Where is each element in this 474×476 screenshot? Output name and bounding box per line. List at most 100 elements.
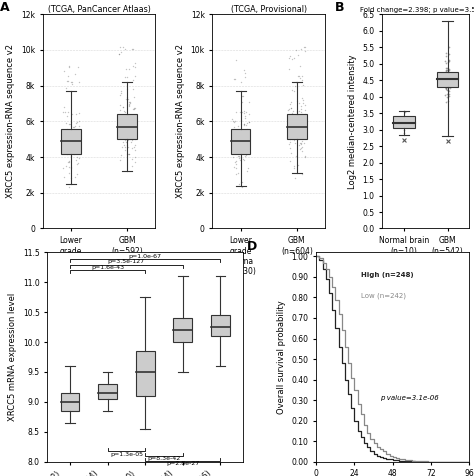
Point [444, 79, 452, 87]
Point [131, 141, 139, 149]
Point [445, 68, 453, 76]
Point [443, 77, 450, 84]
Point [68, 80, 76, 88]
Point [445, 79, 452, 87]
Point [124, 150, 132, 158]
Point [299, 127, 306, 134]
Point [129, 62, 137, 69]
Point [291, 136, 298, 144]
Point [131, 104, 138, 111]
Text: p=1.6e-43: p=1.6e-43 [91, 265, 124, 269]
Point [65, 157, 73, 165]
Point [123, 115, 130, 122]
Point [122, 138, 130, 146]
Point [71, 122, 79, 129]
Point [64, 137, 71, 145]
Y-axis label: Overall survival probability: Overall survival probability [277, 300, 286, 414]
Point [287, 132, 294, 139]
Point [445, 65, 452, 72]
Point [445, 70, 453, 78]
Point [402, 114, 410, 122]
Point [245, 118, 253, 125]
Point [116, 157, 124, 164]
Point [116, 121, 123, 129]
Point [125, 128, 132, 136]
Point [71, 174, 79, 181]
Point [128, 138, 135, 146]
Point [243, 168, 250, 175]
Point [70, 147, 78, 155]
Point [241, 133, 248, 141]
Point [116, 120, 124, 128]
Point [293, 119, 301, 127]
Point [299, 118, 307, 125]
Point [445, 83, 453, 91]
Point [292, 119, 299, 127]
Point [297, 45, 305, 52]
Point [68, 140, 76, 148]
Point [72, 145, 79, 152]
Point [73, 153, 81, 160]
Point [121, 125, 128, 133]
Point [121, 143, 128, 150]
Point [237, 131, 245, 139]
Point [242, 126, 250, 134]
Point [444, 67, 451, 74]
Point [235, 154, 243, 162]
Point [296, 72, 303, 79]
Point [442, 49, 450, 57]
Point [128, 128, 135, 135]
Point [75, 140, 83, 148]
Point [243, 108, 250, 116]
Point [231, 75, 238, 82]
Point [443, 69, 451, 77]
Point [72, 156, 80, 164]
Point [127, 114, 135, 122]
Point [121, 146, 129, 154]
Text: p=3.5e-127: p=3.5e-127 [108, 259, 145, 264]
Point [68, 136, 75, 143]
Point [442, 73, 450, 80]
Point [237, 136, 245, 143]
Point [287, 99, 294, 106]
Point [68, 143, 76, 151]
Point [444, 72, 451, 80]
Point [293, 113, 301, 121]
Point [240, 66, 248, 73]
Point [126, 103, 133, 110]
Bar [98, 384, 117, 399]
Point [236, 156, 244, 164]
Point [291, 119, 298, 127]
Point [234, 152, 242, 160]
Point [240, 109, 248, 117]
Point [236, 109, 243, 116]
Point [73, 135, 81, 143]
Point [60, 68, 67, 75]
Point [72, 119, 80, 127]
Point [240, 121, 247, 129]
Point [237, 78, 244, 85]
Point [446, 43, 453, 51]
Point [445, 81, 453, 89]
Point [68, 134, 75, 141]
Point [295, 51, 302, 59]
Point [127, 98, 134, 106]
Point [127, 99, 134, 107]
Point [117, 151, 124, 159]
Point [445, 66, 453, 73]
Point [445, 72, 453, 80]
Point [130, 106, 137, 113]
Point [67, 174, 75, 182]
Point [241, 153, 248, 160]
Point [240, 139, 247, 147]
Point [245, 99, 253, 106]
Point [75, 143, 83, 150]
Point [230, 146, 238, 153]
Point [242, 127, 250, 135]
Point [286, 135, 294, 142]
Y-axis label: XRCC5 expression-RNA sequence v2: XRCC5 expression-RNA sequence v2 [176, 44, 185, 198]
Point [237, 149, 245, 157]
Point [121, 45, 129, 53]
Point [121, 133, 129, 140]
Point [128, 136, 136, 144]
